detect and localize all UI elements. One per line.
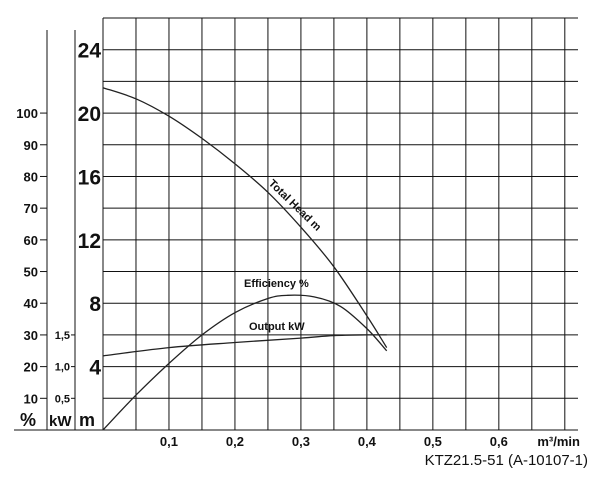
percent-tick-label: 80 [24,169,38,184]
grid [103,17,578,430]
percent-tick-label: 20 [24,360,38,375]
percent-tick-label: 90 [24,138,38,153]
x-tick-label: 0,3 [292,434,310,449]
head-unit-label: m [79,410,95,430]
x-tick-label: 0,6 [490,434,508,449]
output-kw-label: Output kW [249,321,305,333]
percent-axis: 10 20 30 40 50 60 70 80 90 100 [16,106,47,406]
head-tick-label: 4 [89,357,101,380]
curves [102,87,388,431]
percent-tick-label: 30 [24,328,38,343]
percent-tick-label: 70 [24,201,38,216]
percent-unit-label: % [20,410,36,430]
percent-tick-label: 40 [24,296,38,311]
x-axis: 0,1 0,2 0,3 0,4 0,5 0,6 [160,434,508,449]
percent-tick-label: 100 [16,106,38,121]
head-tick-label: 12 [78,230,101,253]
kw-axis: 0,5 1,0 1,5 [55,330,75,405]
kw-tick-label: 0,5 [55,393,70,405]
kw-unit-label: kW [49,413,72,430]
total-head-label: Total Head m [266,178,324,234]
percent-tick-label: 50 [24,265,38,280]
percent-tick-label: 10 [24,391,38,406]
percent-tick-label: 60 [24,233,38,248]
head-tick-label: 8 [89,293,101,316]
head-axis: 4 8 12 16 20 24 [78,40,102,380]
x-tick-label: 0,5 [424,434,442,449]
axis-frame [14,18,578,431]
kw-tick-label: 1,5 [55,330,70,342]
head-tick-label: 24 [78,40,102,63]
x-tick-label: 0,1 [160,434,178,449]
x-tick-label: 0,4 [358,434,377,449]
total-head-curve [102,87,388,348]
model-code: KTZ21.5-51 (A-10107-1) [424,452,588,469]
output-kw-curve [102,334,387,357]
kw-tick-label: 1,0 [55,362,70,374]
head-tick-label: 16 [78,166,101,189]
efficiency-label: Efficiency % [244,278,309,290]
efficiency-curve [102,294,388,431]
x-tick-label: 0,2 [226,434,244,449]
x-unit-label: m³/min [537,434,580,449]
head-tick-label: 20 [78,103,101,126]
